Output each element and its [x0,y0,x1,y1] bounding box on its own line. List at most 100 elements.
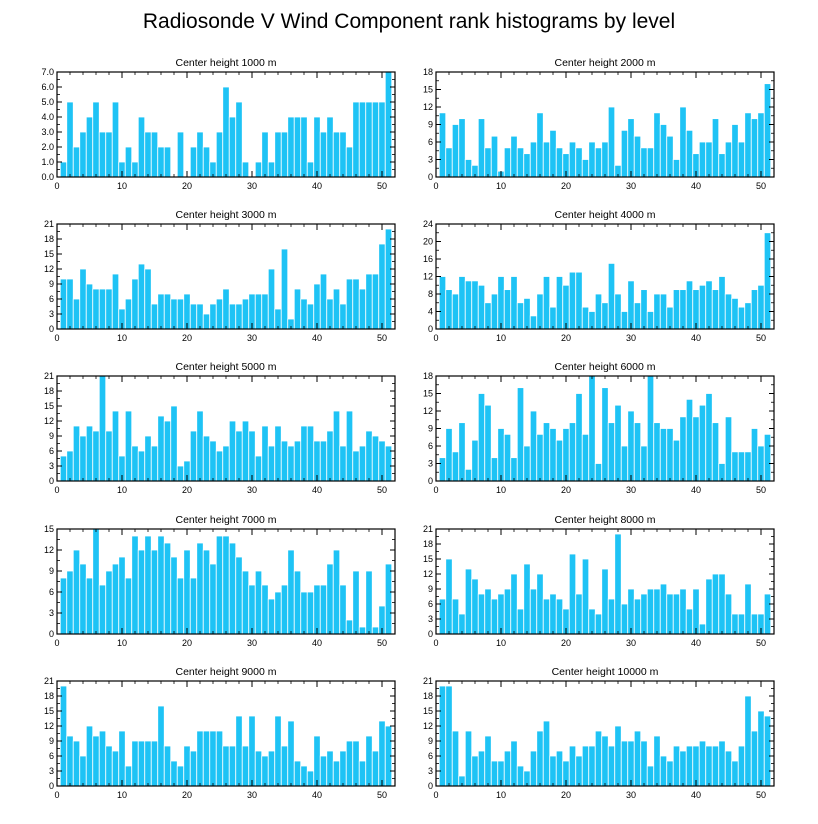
histogram-bar [718,276,726,330]
histogram-bar [477,284,486,330]
histogram-bar [451,730,460,787]
y-tick-label: 6 [49,294,54,304]
histogram-bar [202,549,211,635]
histogram-bar [659,124,668,178]
histogram-bar [352,101,360,178]
histogram-bar [711,118,720,178]
panel-8: 0 10 20 30 40 50 0 3 6 9 12 15 18 21 Center height 800… [423,514,775,648]
histogram-bar [209,730,217,787]
histogram-bar [300,591,308,635]
histogram-bar [471,578,479,635]
histogram-bar [471,755,479,787]
histogram-bar [523,153,531,178]
histogram-bar [549,755,557,787]
y-tick-label: 0 [49,781,54,791]
histogram-bar [358,760,367,787]
histogram-bar [319,755,328,787]
x-tick-label: 40 [691,638,701,648]
x-tick-label: 50 [756,638,766,648]
panel-title: Center height 6000 m [555,361,656,373]
histogram-bar [215,450,224,482]
histogram-bar [477,750,486,787]
histogram-bar [66,735,74,787]
histogram-bar [319,273,328,330]
histogram-bar [685,745,694,787]
histogram-bar [568,553,577,635]
y-tick-label: 12 [44,721,54,731]
histogram-bar [438,457,447,482]
histogram-bar [581,745,590,787]
histogram-bar [176,465,185,482]
x-tick-label: 20 [182,638,192,648]
histogram-bar [581,433,590,482]
histogram-bar [672,439,681,482]
histogram-bar [666,760,674,787]
histogram-bar [157,535,165,635]
histogram-bar [339,131,347,178]
histogram-bar [529,750,538,787]
histogram-bar [228,303,237,330]
histogram-bar [300,116,308,178]
x-tick-label: 20 [561,638,571,648]
histogram-bar [105,131,113,178]
y-tick-label: 1.0 [41,157,54,167]
x-tick-label: 40 [312,181,322,191]
histogram-bar [497,276,505,330]
histogram-bar [79,131,87,178]
histogram-bar [176,765,185,787]
histogram-bar [490,135,499,178]
histogram-bar [581,159,590,178]
x-tick-label: 40 [312,333,322,343]
histogram-bar [352,570,360,635]
histogram-bar [627,410,635,482]
histogram-bar [332,288,341,330]
histogram-bar [484,302,492,330]
histogram-bar [588,375,596,482]
histogram-bar [685,280,694,330]
y-tick-label: 3 [49,309,54,319]
histogram-bar [523,563,531,635]
histogram-bar [66,450,74,482]
histogram-bar [345,410,354,482]
histogram-bar [358,101,367,178]
histogram-bar [319,584,328,635]
x-tick-label: 0 [433,333,438,343]
histogram-bar [254,293,263,330]
histogram-bar [176,298,185,330]
histogram-bar [627,280,635,330]
histogram-bar [352,278,360,330]
y-tick-label: 15 [423,389,433,399]
y-tick-label: 0 [428,629,433,639]
y-tick-label: 6 [428,599,433,609]
y-tick-label: 8 [428,289,433,299]
histogram-bar [711,745,720,787]
histogram-bar [293,116,302,178]
histogram-bar [235,556,243,635]
x-tick-label: 50 [756,333,766,343]
histogram-bar [287,549,295,635]
histogram-bar [306,591,315,635]
y-tick-label: 0 [49,324,54,334]
histogram-bar [672,289,681,330]
panel-2: 0 10 20 30 40 50 0 3 6 9 12 15 18 Center height 2000 … [423,57,775,191]
histogram-bar [124,765,133,787]
histogram-bar [235,715,243,787]
histogram-bar [731,760,739,787]
histogram-bar [157,146,165,178]
y-tick-label: 12 [44,416,54,426]
histogram-bar [176,131,185,178]
histogram-bar [384,563,393,635]
histogram-bar [679,588,687,635]
histogram-bar [72,425,81,482]
histogram-bar [659,583,668,635]
histogram-bar [627,740,635,787]
histogram-bar [529,141,538,178]
histogram-bar [118,730,126,787]
y-tick-label: 21 [44,371,54,381]
histogram-bar [196,303,204,330]
histogram-bar [724,293,733,330]
histogram-bar [189,146,198,178]
histogram-bar [614,404,622,482]
panel-10: 0 10 20 30 40 50 0 3 6 9 12 15 18 21 Center height 100… [423,666,775,800]
histogram-bar [503,147,512,178]
